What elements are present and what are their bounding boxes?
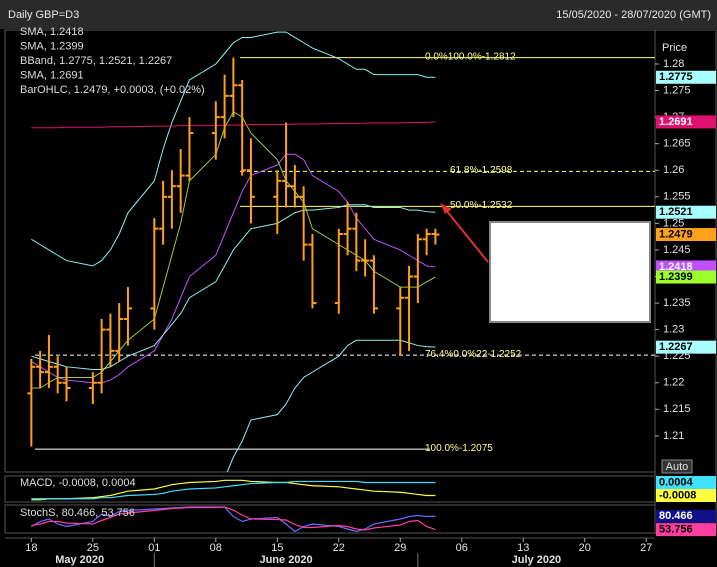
price-tag-label: 1.2775 [659, 71, 693, 83]
indicator-line [226, 339, 436, 472]
month-label: May 2020 [55, 554, 104, 566]
price-tag-label: 80.466 [659, 510, 693, 522]
macd-plot [31, 479, 436, 501]
price-tag [656, 523, 716, 537]
legend-entry: BarOHLC, 1.2479, +0.0003, (+0.02%) [20, 84, 205, 96]
y-tick-label: 1.25 [663, 217, 684, 229]
y-tick-label: 1.22 [663, 377, 684, 389]
price-tag [656, 228, 716, 242]
x-tick-label: 25 [87, 542, 99, 554]
price-tag-label: 1.2479 [659, 228, 693, 240]
price-tag-label: 1.2521 [659, 206, 693, 218]
y-tick-label: 1.265 [663, 138, 691, 150]
price-tag [656, 476, 716, 489]
stoch-plot [31, 506, 436, 533]
x-tick-label: 29 [394, 542, 406, 554]
y-tick-label: 1.215 [663, 403, 691, 415]
chart-title: Daily GBP=D3 [8, 9, 79, 21]
y-tick-label: 1.245 [663, 244, 691, 256]
annotation-arrowhead [440, 203, 452, 214]
x-tick-label: 15 [271, 542, 283, 554]
legend-entry: SMA, 1.2418 [20, 26, 84, 38]
macd-legend: MACD, -0.0008, 0.0004 [20, 477, 136, 489]
main-plot [27, 31, 655, 472]
price-tag [656, 509, 716, 523]
price-tag [656, 205, 716, 219]
indicator-line [31, 31, 436, 267]
month-label: June 2020 [259, 554, 312, 566]
annotation-box [489, 221, 651, 323]
y-tick-label: 1.28 [663, 58, 684, 70]
price-tag [656, 115, 716, 129]
price-tag [656, 70, 716, 84]
y-tick-label: 1.26 [663, 164, 684, 176]
y-tick-label: 1.275 [663, 84, 691, 96]
x-tick-label: 18 [25, 542, 37, 554]
price-tag [656, 270, 716, 284]
fib-label: 76.4%0.0%22-1.2252 [425, 349, 522, 360]
fib-label: 0.0%100.0%-1.2812 [425, 51, 516, 62]
auto-button-label[interactable]: Auto [666, 461, 689, 473]
x-tick-label: 22 [333, 542, 345, 554]
price-tag-label: 0.0004 [659, 476, 694, 488]
x-tick-label: 13 [517, 542, 529, 554]
legend-entry: SMA, 1.2691 [20, 69, 84, 81]
stoch-line [31, 506, 436, 533]
price-label: Price [662, 42, 687, 54]
x-tick-label: 20 [579, 542, 591, 554]
y-tick-label: 1.235 [663, 297, 691, 309]
legend-entry: BBand, 1.2775, 1.2521, 1.2267 [20, 55, 172, 67]
date-range: 15/05/2020 - 28/07/2020 (GMT) [556, 9, 711, 21]
price-tag-label: 1.2418 [659, 261, 693, 273]
month-label: July 2020 [512, 554, 562, 566]
price-tag-label: 1.2691 [659, 116, 693, 128]
fib-label: 61.8%-1.2598 [450, 165, 513, 176]
price-tag-label: 53.756 [659, 524, 693, 536]
macd-line [31, 480, 436, 500]
x-tick-label: 06 [456, 542, 468, 554]
price-tag [656, 489, 716, 502]
price-tag [656, 260, 716, 274]
y-tick-label: 1.21 [663, 430, 684, 442]
x-tick-label: 27 [640, 542, 652, 554]
y-tick-label: 1.23 [663, 324, 684, 336]
legend-entry: SMA, 1.2399 [20, 40, 84, 52]
x-tick-label: 01 [148, 542, 160, 554]
annotation-arrow [445, 209, 489, 263]
price-tag-label: -0.0008 [659, 489, 696, 501]
fib-label: 50.0%-1.2532 [450, 200, 513, 211]
indicator-line [31, 204, 436, 370]
stoch-line [31, 506, 436, 531]
auto-button[interactable] [661, 459, 693, 474]
macd-line [31, 479, 436, 501]
fib-label: 100.0%-1.2075 [425, 443, 493, 454]
header-bar [0, 0, 717, 29]
price-tag-label: 1.2267 [659, 341, 693, 353]
x-tick-label: 08 [210, 542, 222, 554]
indicator-line [31, 121, 436, 129]
price-tag-label: 1.2399 [659, 271, 693, 283]
y-tick-label: 1.255 [663, 191, 691, 203]
price-tag [656, 340, 716, 354]
stoch-legend: StochS, 80.466, 53.756 [20, 507, 135, 519]
